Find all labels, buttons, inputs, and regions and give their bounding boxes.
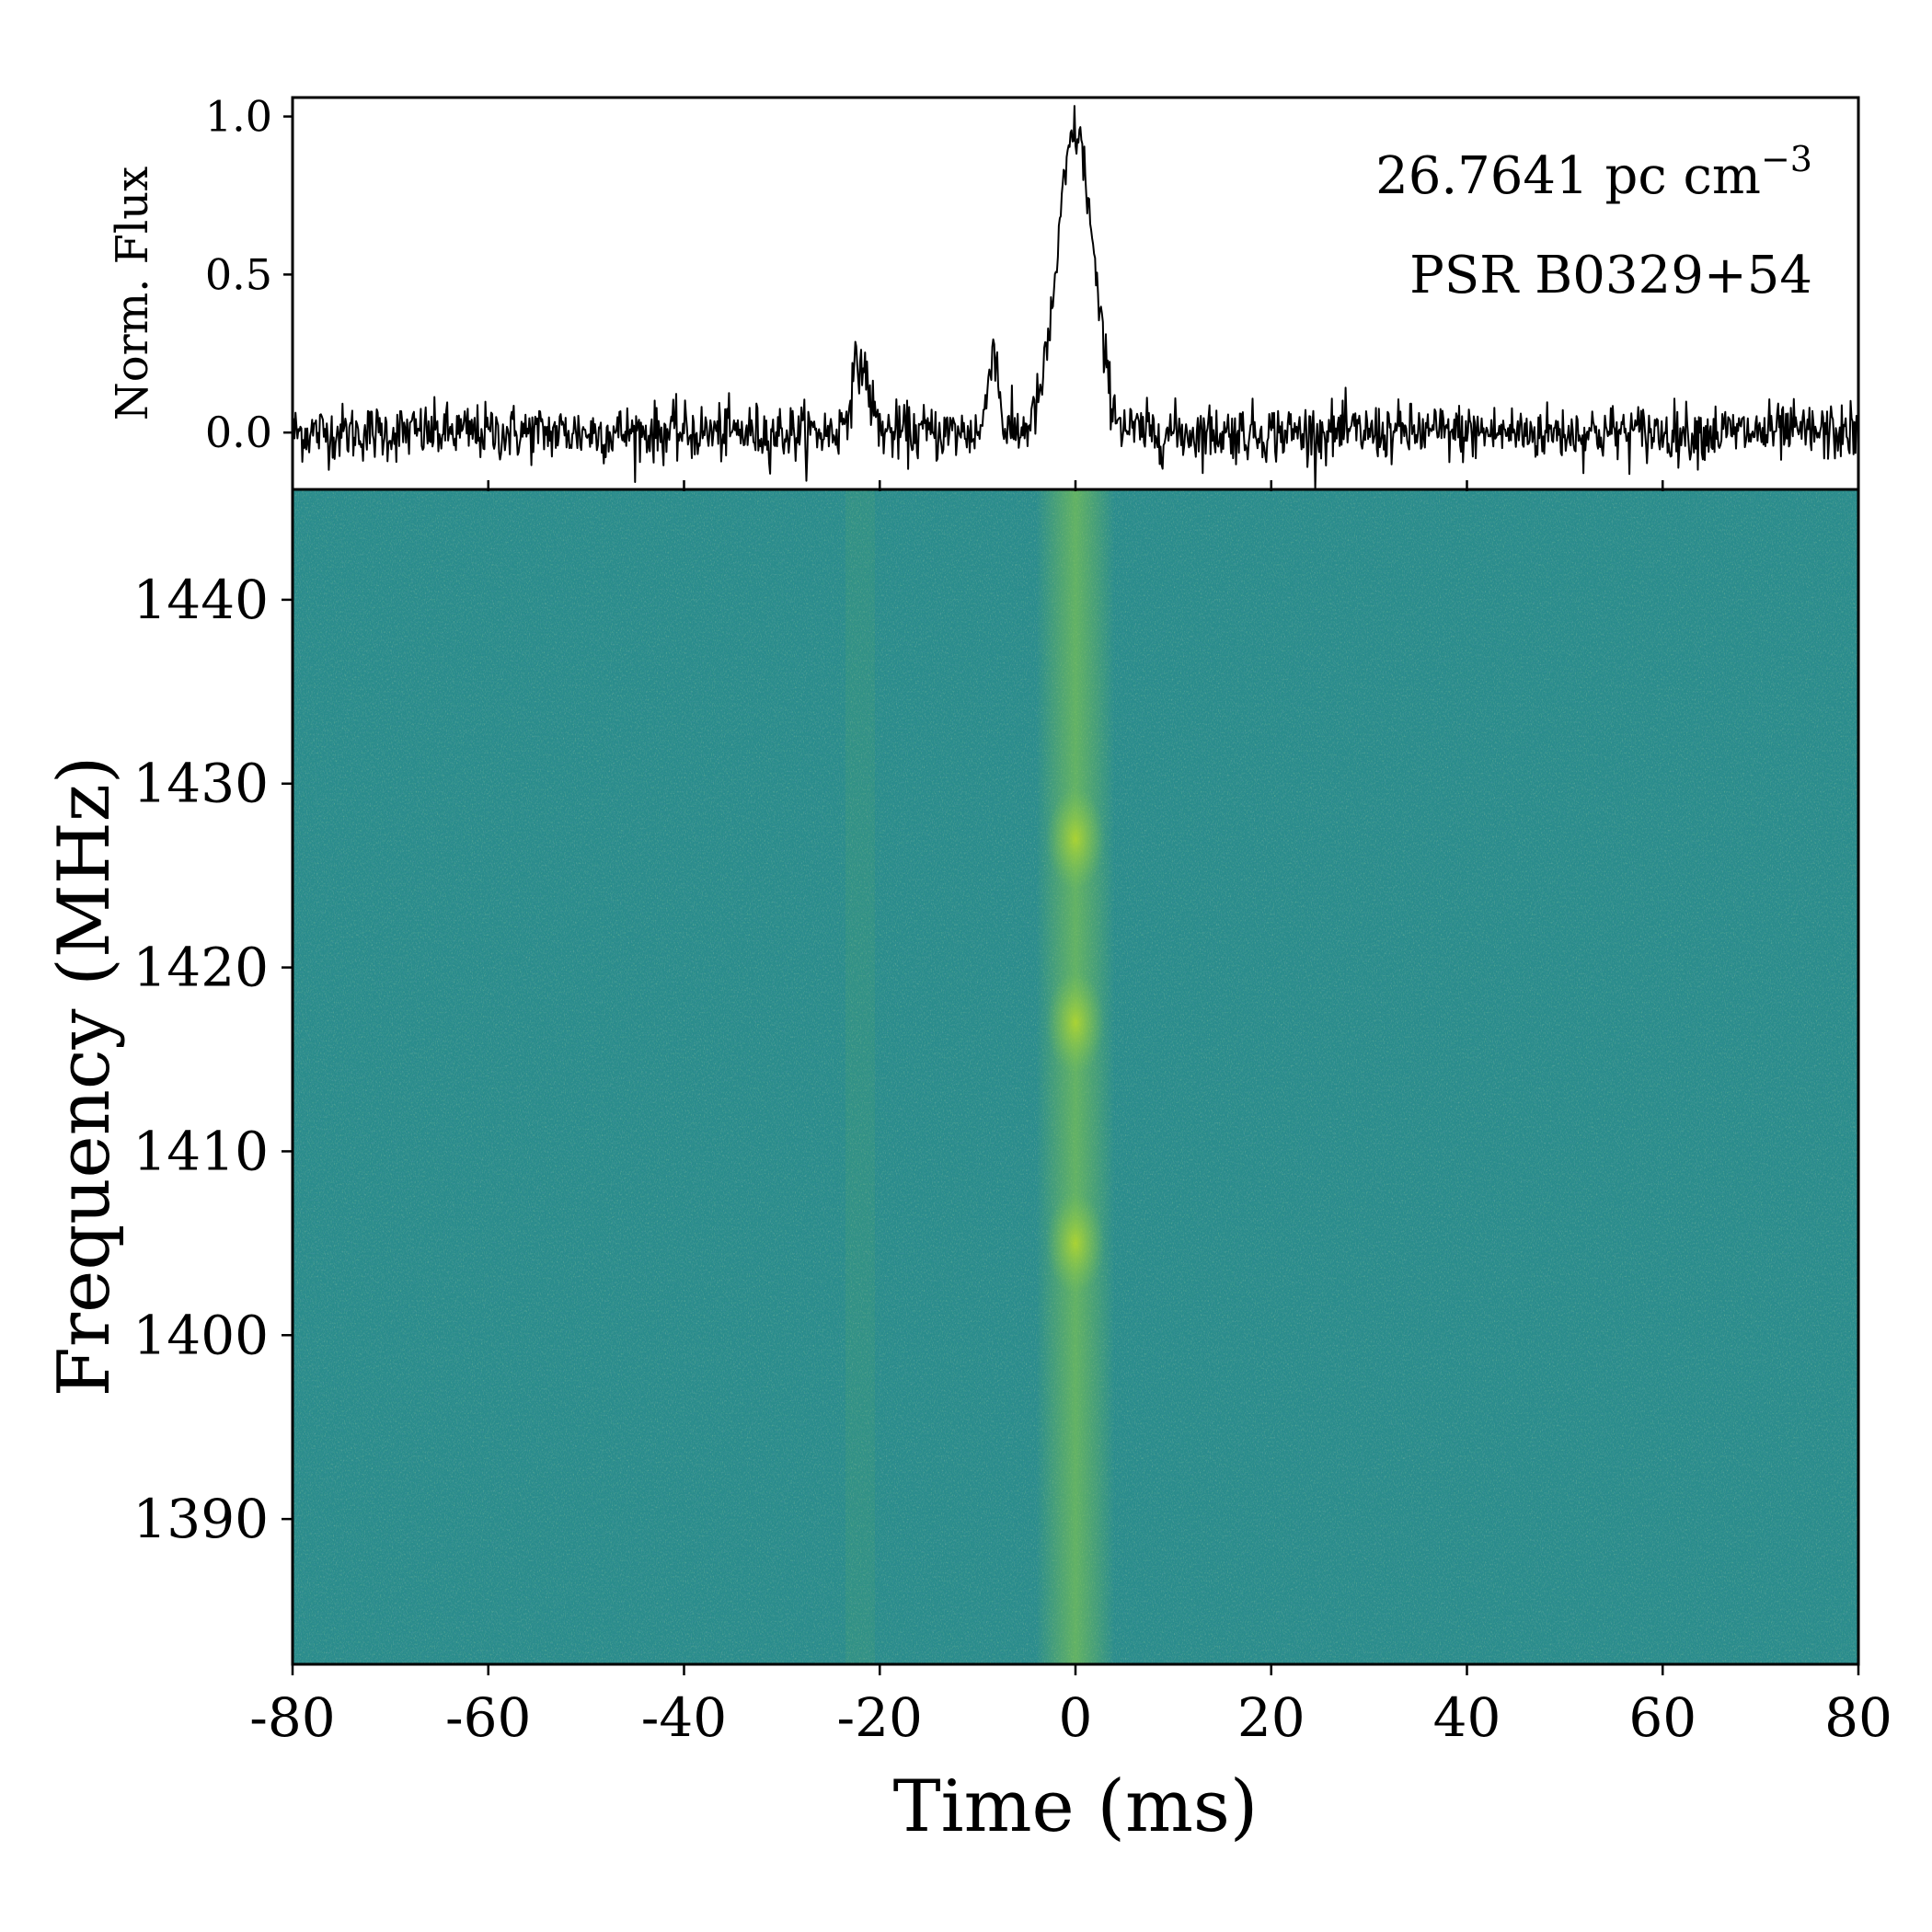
profile-y-tick-label: 0.5: [205, 249, 272, 299]
heatmap-y-tick-label: 1420: [132, 937, 269, 999]
pulse-band: [1036, 489, 1115, 1664]
x-axis-label: Time (ms): [893, 1765, 1259, 1848]
heatmap-y-tick-label: 1400: [132, 1304, 269, 1366]
heatmap-x-ticks: -80 -60 -40 -20 0 20 40 60 80: [249, 1664, 1892, 1749]
profile-y-tick-label: 0.0: [205, 408, 272, 457]
heatmap-y-tick-label: 1440: [132, 569, 269, 631]
profile-y-tick-label: 1.0: [205, 92, 272, 142]
profile-panel: 26.7641 pc cm−3 PSR B0329+54 Norm. Flux …: [107, 92, 1858, 489]
x-tick-label: -20: [837, 1686, 923, 1749]
profile-y-axis-label: Norm. Flux: [107, 167, 158, 421]
secondary-pulse-streak: [845, 489, 875, 1664]
heatmap-panel: [293, 489, 1858, 1664]
pulse-bright-patch: [1046, 972, 1105, 1074]
pulse-bright-patches: [845, 489, 1105, 1664]
x-tick-label: 80: [1824, 1686, 1892, 1749]
x-tick-label: 60: [1628, 1686, 1696, 1749]
x-tick-label: -80: [249, 1686, 335, 1749]
x-tick-label: 0: [1059, 1686, 1093, 1749]
dm-annotation: 26.7641 pc cm−3: [1375, 139, 1812, 206]
x-tick-label: -60: [445, 1686, 531, 1749]
pulse-profile-line: [293, 105, 1858, 489]
pulse-bright-patch: [1046, 1192, 1105, 1294]
heatmap-y-tick-label: 1410: [132, 1120, 269, 1182]
heatmap-y-tick-label: 1390: [132, 1488, 269, 1550]
x-tick-label: 20: [1237, 1686, 1305, 1749]
heatmap-y-ticks: 1390 1400 1410 1420 1430 1440: [132, 569, 293, 1550]
x-tick-label: -40: [641, 1686, 727, 1749]
y-axis-label: Frequency (MHz): [43, 756, 126, 1397]
pulse-bright-patch: [1046, 788, 1105, 890]
heatmap-y-tick-label: 1430: [132, 753, 269, 815]
shared-x-tick-marks: [291, 480, 1860, 491]
x-tick-label: 40: [1433, 1686, 1501, 1749]
profile-y-ticks: 0.0 0.5 1.0: [205, 92, 293, 457]
source-name-annotation: PSR B0329+54: [1409, 246, 1812, 305]
